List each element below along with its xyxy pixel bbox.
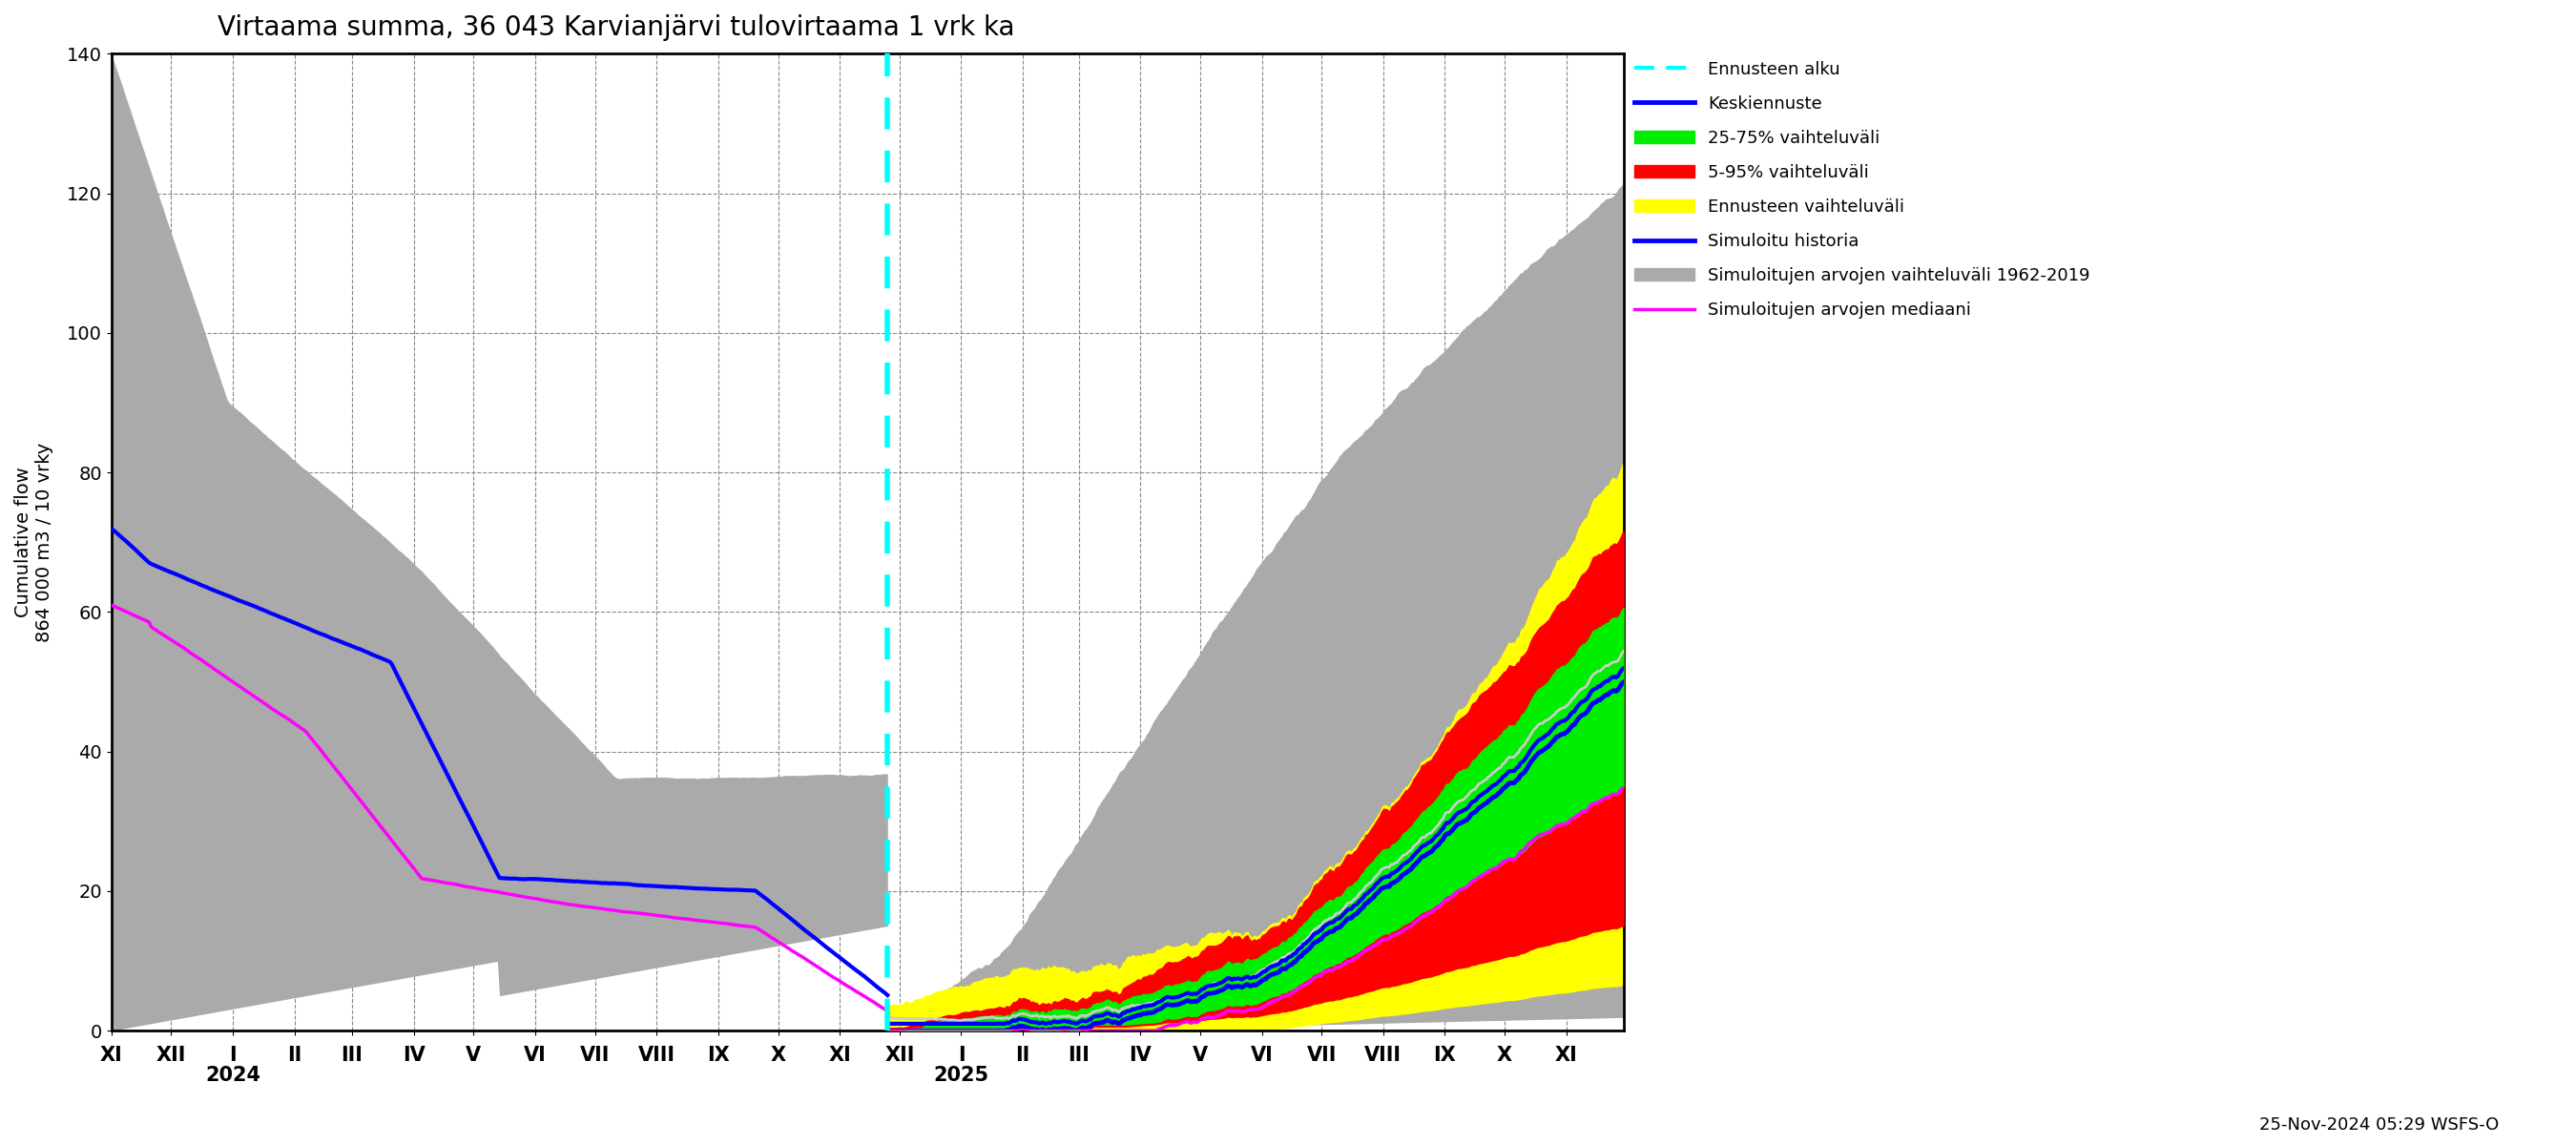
Text: Virtaama summa, 36 043 Karvianjärvi tulovirtaama 1 vrk ka: Virtaama summa, 36 043 Karvianjärvi tulo…: [216, 14, 1015, 41]
Text: 2024: 2024: [206, 1066, 260, 1085]
Text: 2025: 2025: [933, 1066, 989, 1085]
Y-axis label: Cumulative flow
864 000 m3 / 10 vrky: Cumulative flow 864 000 m3 / 10 vrky: [15, 442, 54, 642]
Legend: Ennusteen alku, Keskiennuste, 25-75% vaihteluväli, 5-95% vaihteluväli, Ennusteen: Ennusteen alku, Keskiennuste, 25-75% vai…: [1628, 54, 2097, 325]
Text: 25-Nov-2024 05:29 WSFS-O: 25-Nov-2024 05:29 WSFS-O: [2259, 1116, 2499, 1134]
